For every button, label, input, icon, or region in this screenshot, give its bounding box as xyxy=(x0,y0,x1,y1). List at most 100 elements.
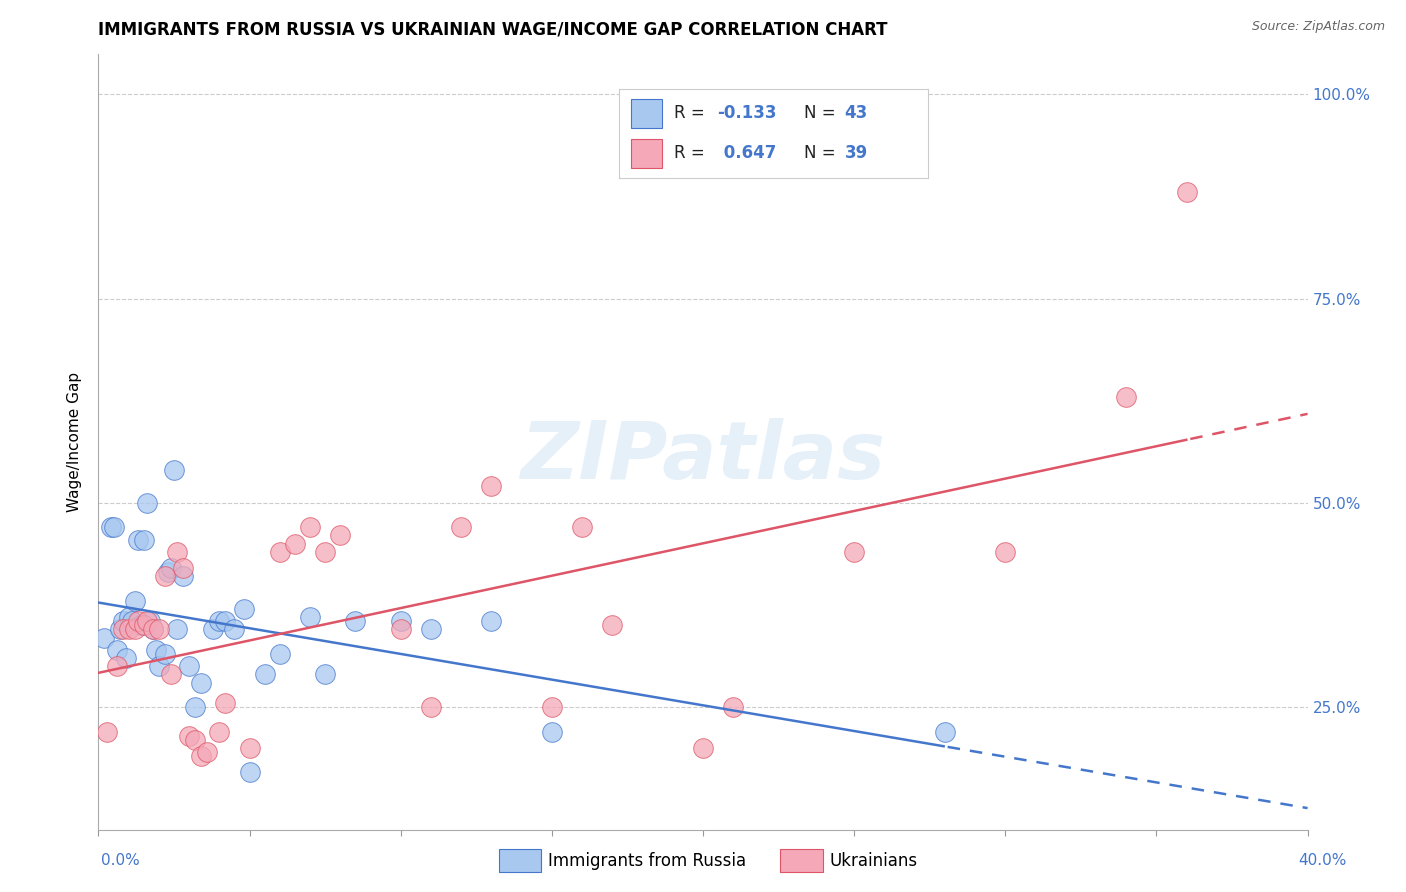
Point xyxy=(190,675,212,690)
Text: N =: N = xyxy=(804,104,841,122)
Text: 43: 43 xyxy=(845,104,868,122)
Point xyxy=(114,651,136,665)
Point xyxy=(160,667,183,681)
Point xyxy=(111,614,134,628)
Point xyxy=(540,700,562,714)
Point xyxy=(232,602,254,616)
Point xyxy=(105,659,128,673)
Point xyxy=(105,643,128,657)
Point xyxy=(153,569,176,583)
Point xyxy=(540,724,562,739)
Point xyxy=(299,520,322,534)
Point xyxy=(145,643,167,657)
Point xyxy=(389,614,412,628)
Point xyxy=(172,561,194,575)
Text: R =: R = xyxy=(675,145,710,162)
Point xyxy=(142,623,165,637)
Text: ZIPatlas: ZIPatlas xyxy=(520,418,886,496)
Text: Source: ZipAtlas.com: Source: ZipAtlas.com xyxy=(1251,20,1385,33)
Text: Immigrants from Russia: Immigrants from Russia xyxy=(548,852,747,870)
Point xyxy=(214,614,236,628)
Point xyxy=(135,614,157,628)
Text: 0.0%: 0.0% xyxy=(101,854,141,868)
Point xyxy=(127,614,149,628)
Point xyxy=(1115,390,1137,404)
Point xyxy=(190,749,212,764)
Point xyxy=(299,610,322,624)
Point xyxy=(329,528,352,542)
Point xyxy=(166,545,188,559)
Point xyxy=(269,545,291,559)
Point xyxy=(179,729,201,743)
Text: R =: R = xyxy=(675,104,710,122)
Point xyxy=(172,569,194,583)
Text: 39: 39 xyxy=(845,145,868,162)
Bar xyxy=(631,139,662,168)
Point xyxy=(118,610,141,624)
Point xyxy=(103,520,125,534)
Text: N =: N = xyxy=(804,145,841,162)
Text: -0.133: -0.133 xyxy=(717,104,778,122)
Point xyxy=(420,700,443,714)
Point xyxy=(184,700,207,714)
Text: 40.0%: 40.0% xyxy=(1299,854,1347,868)
Point xyxy=(108,623,131,637)
Point xyxy=(127,533,149,547)
Point xyxy=(179,659,201,673)
Point xyxy=(253,667,276,681)
Point xyxy=(389,623,412,637)
Point xyxy=(163,463,186,477)
Point xyxy=(184,732,207,747)
Point xyxy=(314,545,336,559)
Point xyxy=(132,618,155,632)
Point xyxy=(481,614,503,628)
Point xyxy=(314,667,336,681)
Point xyxy=(934,724,956,739)
Point xyxy=(214,696,236,710)
Point xyxy=(239,765,262,780)
Point xyxy=(93,631,115,645)
Point xyxy=(100,520,122,534)
Point xyxy=(1175,186,1198,200)
Point xyxy=(118,623,141,637)
Text: Ukrainians: Ukrainians xyxy=(830,852,918,870)
Bar xyxy=(631,99,662,128)
Point xyxy=(132,533,155,547)
Point xyxy=(148,659,170,673)
Point xyxy=(224,623,246,637)
Point xyxy=(269,647,291,661)
Point xyxy=(129,618,152,632)
Point xyxy=(284,536,307,550)
Point xyxy=(124,623,146,637)
Point xyxy=(111,623,134,637)
Point xyxy=(208,724,231,739)
Point xyxy=(723,700,745,714)
Point xyxy=(420,623,443,637)
Point xyxy=(602,618,624,632)
Point xyxy=(994,545,1017,559)
Point xyxy=(142,623,165,637)
Text: 0.647: 0.647 xyxy=(717,145,776,162)
Point xyxy=(153,647,176,661)
Point xyxy=(135,496,157,510)
Point xyxy=(571,520,593,534)
Point xyxy=(208,614,231,628)
Text: IMMIGRANTS FROM RUSSIA VS UKRAINIAN WAGE/INCOME GAP CORRELATION CHART: IMMIGRANTS FROM RUSSIA VS UKRAINIAN WAGE… xyxy=(98,21,889,38)
Point xyxy=(692,740,714,755)
Point xyxy=(344,614,367,628)
Point xyxy=(121,614,143,628)
Point xyxy=(481,479,503,493)
Point xyxy=(160,561,183,575)
Point xyxy=(96,724,118,739)
Point xyxy=(139,614,162,628)
Point xyxy=(156,566,179,580)
Point xyxy=(124,594,146,608)
Y-axis label: Wage/Income Gap: Wage/Income Gap xyxy=(67,371,83,512)
Point xyxy=(166,623,188,637)
Point xyxy=(195,745,218,759)
Point xyxy=(202,623,225,637)
Point xyxy=(450,520,472,534)
Point xyxy=(239,740,262,755)
Point xyxy=(844,545,866,559)
Point xyxy=(148,623,170,637)
